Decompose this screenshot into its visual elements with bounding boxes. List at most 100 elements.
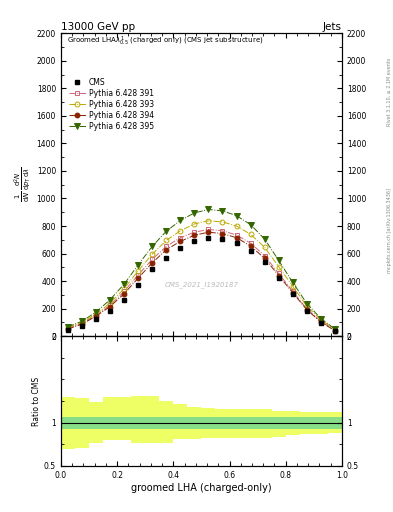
CMS [248,248,253,254]
Pythia 6.428 395 [94,309,98,315]
CMS [150,266,154,272]
Line: CMS: CMS [66,236,337,333]
CMS [108,308,112,314]
Line: Pythia 6.428 394: Pythia 6.428 394 [66,230,337,333]
Pythia 6.428 393 [262,244,267,250]
Text: Jets: Jets [323,22,342,32]
Pythia 6.428 394 [305,307,309,313]
Pythia 6.428 391 [164,243,169,249]
Pythia 6.428 394 [192,232,197,238]
Pythia 6.428 391 [108,302,112,308]
Text: CMS_2021_I1920187: CMS_2021_I1920187 [164,281,239,288]
Pythia 6.428 394 [164,247,169,253]
Pythia 6.428 394 [290,290,295,296]
Pythia 6.428 391 [332,327,337,333]
Pythia 6.428 395 [305,301,309,307]
Pythia 6.428 393 [136,268,141,274]
Pythia 6.428 395 [108,296,112,303]
Y-axis label: Ratio to CMS: Ratio to CMS [32,376,41,425]
Pythia 6.428 394 [206,229,211,236]
Pythia 6.428 394 [150,260,154,266]
Line: Pythia 6.428 393: Pythia 6.428 393 [66,218,337,332]
Pythia 6.428 395 [192,210,197,216]
Pythia 6.428 395 [150,243,154,249]
Pythia 6.428 395 [206,206,211,212]
Line: Pythia 6.428 391: Pythia 6.428 391 [66,227,337,333]
Pythia 6.428 391 [220,228,225,234]
Pythia 6.428 394 [332,328,337,334]
Pythia 6.428 394 [276,272,281,279]
Pythia 6.428 391 [66,325,70,331]
Pythia 6.428 391 [122,288,127,294]
Pythia 6.428 393 [94,311,98,317]
Pythia 6.428 393 [248,231,253,238]
Pythia 6.428 394 [178,239,183,245]
X-axis label: groomed LHA (charged-only): groomed LHA (charged-only) [131,482,272,493]
CMS [178,245,183,251]
Pythia 6.428 393 [66,325,70,331]
Pythia 6.428 393 [305,303,309,309]
CMS [332,328,337,334]
Pythia 6.428 394 [136,275,141,281]
Pythia 6.428 391 [206,226,211,232]
Pythia 6.428 391 [80,321,84,327]
Pythia 6.428 391 [290,288,295,294]
Pythia 6.428 394 [94,313,98,319]
Pythia 6.428 393 [234,223,239,229]
Pythia 6.428 395 [122,281,127,287]
Pythia 6.428 394 [108,304,112,310]
Pythia 6.428 393 [276,264,281,270]
Legend: CMS, Pythia 6.428 391, Pythia 6.428 393, Pythia 6.428 394, Pythia 6.428 395: CMS, Pythia 6.428 391, Pythia 6.428 393,… [68,76,156,132]
Pythia 6.428 395 [248,222,253,228]
Pythia 6.428 393 [318,317,323,323]
Pythia 6.428 393 [108,300,112,306]
Pythia 6.428 391 [136,272,141,278]
Pythia 6.428 393 [122,286,127,292]
Pythia 6.428 395 [164,228,169,234]
CMS [192,238,197,244]
CMS [94,316,98,322]
Pythia 6.428 393 [150,251,154,258]
Pythia 6.428 393 [332,327,337,333]
Pythia 6.428 394 [262,255,267,262]
Pythia 6.428 393 [178,228,183,234]
Pythia 6.428 394 [66,326,70,332]
Pythia 6.428 391 [150,256,154,262]
Pythia 6.428 395 [220,208,225,214]
CMS [80,323,84,329]
Pythia 6.428 391 [318,318,323,324]
Pythia 6.428 391 [262,252,267,259]
Pythia 6.428 395 [178,218,183,224]
Pythia 6.428 395 [136,262,141,268]
Pythia 6.428 393 [206,218,211,224]
CMS [290,291,295,297]
CMS [122,296,127,303]
Pythia 6.428 394 [220,230,225,237]
Pythia 6.428 395 [66,324,70,330]
Pythia 6.428 394 [248,243,253,249]
Text: Rivet 3.1.10, ≥ 2.1M events: Rivet 3.1.10, ≥ 2.1M events [387,58,392,126]
CMS [318,319,323,326]
Pythia 6.428 393 [80,319,84,326]
Pythia 6.428 391 [94,312,98,318]
CMS [66,327,70,333]
Text: Groomed LHA$\lambda^{1}_{0.5}$ (charged only) (CMS jet substructure): Groomed LHA$\lambda^{1}_{0.5}$ (charged … [66,35,263,48]
Pythia 6.428 391 [305,306,309,312]
Pythia 6.428 395 [262,236,267,242]
Pythia 6.428 394 [234,234,239,241]
Pythia 6.428 394 [122,291,127,297]
CMS [164,254,169,261]
Text: 13000 GeV pp: 13000 GeV pp [61,22,135,32]
Pythia 6.428 393 [220,219,225,225]
CMS [276,275,281,282]
CMS [305,308,309,314]
Line: Pythia 6.428 395: Pythia 6.428 395 [65,207,338,332]
CMS [220,236,225,242]
CMS [136,282,141,288]
Pythia 6.428 395 [332,326,337,332]
Pythia 6.428 391 [276,270,281,276]
Pythia 6.428 391 [178,234,183,241]
Pythia 6.428 394 [80,321,84,327]
Text: mcplots.cern.ch [arXiv:1306.3436]: mcplots.cern.ch [arXiv:1306.3436] [387,188,392,273]
Y-axis label: $\frac{1}{\mathrm{d}N}\,\frac{\mathrm{d}^2N}{\mathrm{d}p_T\,\mathrm{d}\lambda}$: $\frac{1}{\mathrm{d}N}\,\frac{\mathrm{d}… [12,167,33,202]
